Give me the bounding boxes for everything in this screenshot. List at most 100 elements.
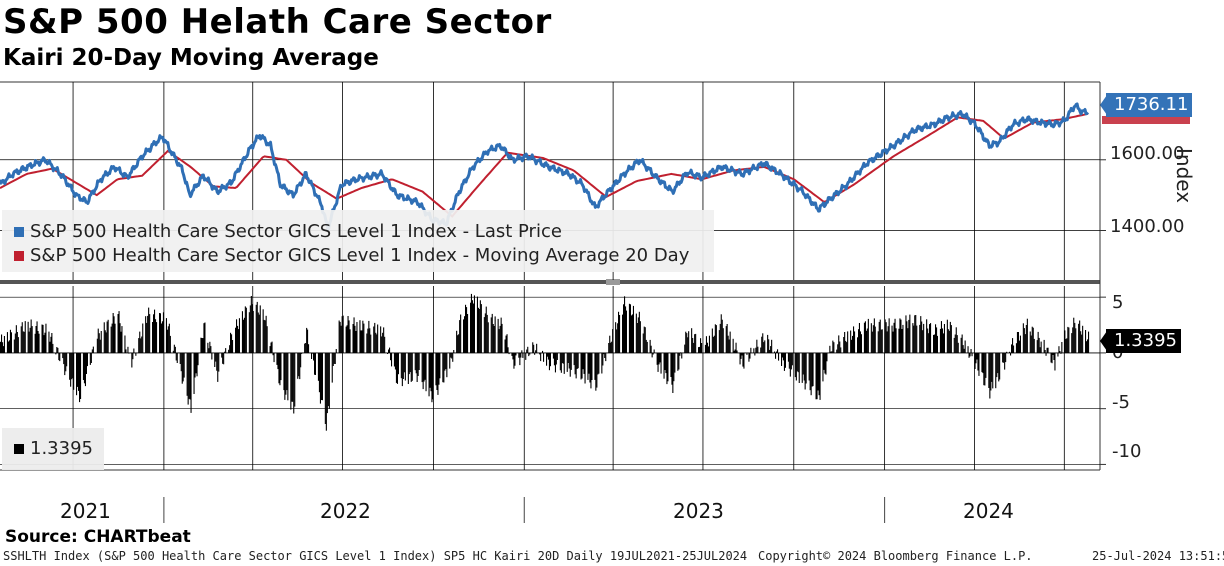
kairi-bar xyxy=(45,323,47,353)
kairi-bar xyxy=(711,328,713,353)
kairi-bar xyxy=(733,350,735,353)
kairi-bar xyxy=(159,313,161,353)
kairi-bar xyxy=(1068,327,1070,353)
kairi-bar xyxy=(771,339,773,353)
kairi-bar xyxy=(432,352,434,400)
kairi-bar xyxy=(864,321,866,353)
kairi-bar xyxy=(770,346,772,353)
kairi-bar xyxy=(650,345,652,353)
kairi-bar xyxy=(228,349,230,353)
kairi-bar xyxy=(383,327,385,353)
kairi-bar xyxy=(24,321,26,353)
kairi-bar xyxy=(103,322,105,353)
kairi-bar xyxy=(526,349,528,353)
kairi-bar xyxy=(411,352,413,381)
kairi-bar xyxy=(617,323,619,353)
kairi-bar xyxy=(138,338,140,353)
kairi-bar xyxy=(533,344,535,353)
kairi-bar xyxy=(555,352,557,365)
kairi-bar xyxy=(452,352,454,362)
kairi-bar xyxy=(237,329,239,353)
kairi-bar xyxy=(321,352,323,401)
legend-swatch-price xyxy=(14,226,24,237)
kairi-bar xyxy=(507,347,509,353)
kairi-bar xyxy=(688,331,690,353)
legend-entry-price[interactable]: S&P 500 Health Care Sector GICS Level 1 … xyxy=(14,221,562,242)
kairi-bar xyxy=(609,335,611,353)
kairi-bar xyxy=(781,352,783,366)
kairi-bar xyxy=(915,315,917,353)
kairi-bar xyxy=(22,331,24,353)
kairi-bar xyxy=(255,304,257,353)
kairi-bar xyxy=(237,325,239,353)
kairi-bar xyxy=(423,352,425,382)
kairi-bar xyxy=(543,352,545,362)
kairi-bar xyxy=(1017,332,1019,353)
kairi-bar xyxy=(678,352,680,370)
kairi-bar xyxy=(230,332,232,353)
kairi-bar xyxy=(293,352,295,414)
legend-entry-kairi[interactable]: 1.3395 xyxy=(14,438,93,459)
kairi-bar xyxy=(761,336,763,353)
kairi-bar xyxy=(997,352,999,374)
kairi-bar xyxy=(817,352,819,391)
kairi-bar xyxy=(17,337,19,353)
kairi-bar xyxy=(1054,352,1056,371)
kairi-bar xyxy=(0,341,2,353)
kairi-bar xyxy=(209,341,211,353)
kairi-bar xyxy=(863,322,865,353)
kairi-bar xyxy=(665,352,667,374)
kairi-bar xyxy=(603,352,605,355)
kairi-bar xyxy=(536,343,538,353)
kairi-bar xyxy=(229,345,231,353)
kairi-bar xyxy=(390,352,392,361)
kairi-bar xyxy=(308,344,310,353)
kairi-bar xyxy=(162,312,164,353)
legend-entry-ma[interactable]: S&P 500 Health Care Sector GICS Level 1 … xyxy=(14,245,689,266)
kairi-bar xyxy=(428,352,430,397)
kairi-bar xyxy=(891,325,893,353)
kairi-bar xyxy=(1038,337,1040,353)
kairi-bar xyxy=(393,352,395,367)
kairi-bar xyxy=(154,309,156,353)
kairi-bar xyxy=(98,333,100,353)
kairi-bar xyxy=(389,347,391,353)
kairi-bar xyxy=(467,314,469,353)
kairi-bar xyxy=(457,335,459,353)
kairi-bar xyxy=(783,352,785,371)
kairi-bar xyxy=(182,352,184,382)
kairi-bar xyxy=(494,316,496,353)
kairi-bar xyxy=(168,323,170,353)
kairi-bar xyxy=(1023,328,1025,353)
kairi-bar xyxy=(37,331,39,353)
kairi-bar xyxy=(995,352,997,389)
kairi-bar xyxy=(595,352,597,391)
kairi-bar xyxy=(546,352,548,366)
kairi-bar xyxy=(902,324,904,353)
kairi-bar xyxy=(50,336,52,353)
kairi-bar xyxy=(857,337,859,353)
kairi-bar xyxy=(575,352,577,379)
series-price-line xyxy=(0,102,1090,232)
kairi-bar xyxy=(204,322,206,353)
kairi-bar xyxy=(497,318,499,353)
kairi-bar xyxy=(214,352,216,367)
kairi-bar xyxy=(935,324,937,353)
kairi-bar xyxy=(894,318,896,353)
kairi-bar xyxy=(264,320,266,353)
kairi-bar xyxy=(1061,342,1063,353)
price-badge-pointer xyxy=(1100,95,1107,115)
kairi-bar xyxy=(370,334,372,353)
kairi-bar xyxy=(360,330,362,353)
kairi-bar xyxy=(459,320,461,353)
kairi-bar xyxy=(1019,335,1021,353)
kairi-bar xyxy=(244,306,246,353)
kairi-bar xyxy=(808,352,810,381)
kairi-bar xyxy=(741,352,743,356)
kairi-bar xyxy=(20,326,22,353)
kairi-bar xyxy=(160,323,162,353)
kairi-bar xyxy=(152,322,154,353)
kairi-bar xyxy=(667,352,669,382)
kairi-bar xyxy=(623,304,625,353)
kairi-bar xyxy=(41,324,43,353)
